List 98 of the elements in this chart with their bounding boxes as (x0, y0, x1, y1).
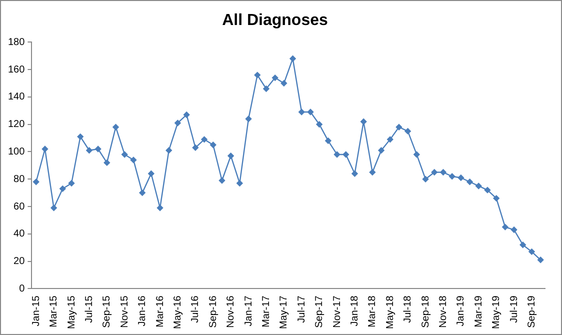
point (325, 138, 332, 144)
point (192, 144, 199, 151)
y-tick-label: 160 (8, 64, 26, 76)
point (431, 169, 438, 176)
point (352, 170, 358, 177)
point (122, 151, 128, 158)
point (342, 151, 349, 158)
point (510, 226, 518, 233)
x-tick-label: Sep-15 (102, 295, 113, 328)
point (183, 112, 190, 118)
point (104, 160, 110, 166)
y-tick-label: 20 (14, 256, 26, 268)
point (404, 128, 411, 134)
x-tick-label: Nov-16 (226, 295, 237, 328)
point (245, 116, 252, 122)
y-tick-label: 80 (14, 174, 26, 185)
point (139, 190, 146, 196)
point (263, 86, 270, 92)
x-tick-label: Jan-17 (243, 295, 254, 326)
point (86, 147, 92, 154)
point (493, 195, 500, 202)
y-tick-label: 180 (8, 36, 26, 48)
x-tick-label: Jan-18 (349, 295, 360, 326)
point (218, 177, 226, 184)
point (414, 151, 420, 158)
point (458, 174, 464, 181)
x-tick-label: Mar-17 (260, 295, 272, 328)
point (502, 224, 508, 230)
point (148, 170, 154, 177)
point (360, 118, 367, 125)
x-tick-label: Sep-17 (314, 295, 326, 328)
point (236, 180, 243, 186)
x-tick-label: May-17 (278, 295, 290, 330)
x-tick-label: Jan-16 (137, 295, 148, 326)
point (42, 146, 48, 152)
point (520, 242, 526, 248)
point (378, 147, 384, 154)
y-tick-label: 100 (8, 146, 26, 158)
x-tick-label: Nov-15 (119, 295, 130, 328)
x-tick-label: Nov-18 (438, 295, 449, 328)
point (528, 248, 535, 255)
chart-title: All Diagnoses (222, 12, 328, 30)
point (387, 136, 394, 143)
x-tick-label: Sep-19 (526, 295, 538, 328)
x-tick-label: Mar-15 (48, 295, 60, 328)
point (280, 80, 288, 86)
point (537, 256, 544, 263)
x-tick-label: Sep-16 (208, 295, 219, 328)
point (334, 151, 340, 158)
point (210, 142, 216, 148)
point (201, 136, 208, 143)
x-tick-label: Jul-19 (508, 295, 520, 323)
x-tick-label: Mar-19 (473, 295, 484, 328)
point (440, 169, 446, 176)
x-tick-label: May-16 (172, 295, 184, 330)
y-tick-label: 60 (14, 201, 26, 212)
y-tick-label: 40 (14, 228, 26, 240)
x-tick-label: Jul-15 (84, 295, 95, 323)
x-tick-label: Jul-18 (402, 295, 414, 323)
point (484, 186, 491, 194)
point (396, 124, 402, 130)
point (307, 108, 314, 116)
y-tick-label: 0 (19, 283, 26, 294)
x-tick-label: Sep-18 (420, 295, 432, 328)
point (298, 108, 305, 116)
x-tick-label: Mar-18 (367, 295, 378, 328)
point (290, 56, 296, 62)
x-tick-label: Jan-15 (30, 295, 42, 326)
point (94, 146, 102, 152)
x-tick-label: Jul-16 (190, 295, 202, 323)
point (466, 178, 473, 185)
x-tick-label: May-15 (66, 295, 78, 330)
point (130, 156, 137, 164)
x-tick-label: May-18 (384, 295, 396, 330)
point (369, 169, 376, 176)
point (228, 152, 234, 159)
point (174, 120, 181, 126)
x-tick-label: Nov-17 (332, 295, 343, 328)
x-tick-label: May-19 (491, 295, 502, 330)
point (254, 72, 260, 78)
point (316, 121, 322, 128)
point (68, 180, 75, 186)
y-tick-label: 120 (8, 119, 26, 130)
y-tick-label: 140 (8, 92, 26, 103)
point (422, 176, 429, 182)
point (476, 182, 482, 190)
point (33, 178, 40, 185)
point (60, 186, 66, 192)
point (448, 173, 456, 180)
point (112, 124, 119, 130)
x-tick-label: Jul-17 (296, 295, 308, 323)
point (166, 147, 172, 154)
point (156, 204, 164, 211)
point (77, 134, 84, 140)
x-tick-label: Mar-16 (154, 295, 166, 328)
point (272, 74, 278, 81)
point (50, 204, 57, 211)
x-tick-label: Jan-19 (456, 295, 467, 326)
